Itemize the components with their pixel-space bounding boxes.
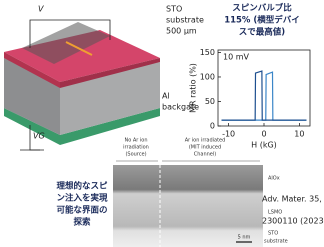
gate-label: Al [162, 92, 170, 101]
layer-label: substrate [264, 239, 288, 245]
x-tick-label: 10 [294, 130, 304, 139]
voltage-label: V [38, 5, 44, 14]
headline: 115% (横型デバイ [224, 15, 300, 26]
caption: ン注入を実現 [56, 193, 108, 204]
substrate-label: STO [166, 5, 182, 14]
y-tick-label: 150 [200, 48, 215, 57]
headline: スで最高値) [239, 27, 286, 38]
x-axis-label: H (kG) [251, 141, 277, 150]
layer-label: AlOx [268, 176, 280, 182]
tem-label: No Ar ion [124, 138, 147, 144]
x-tick-label: -10 [222, 130, 235, 139]
y-axis-label: MR ratio (%) [189, 63, 198, 113]
tem-label: (MIT induced [189, 145, 221, 151]
layer-label: LSMO [268, 210, 282, 216]
y-tick-label: 0 [210, 122, 215, 131]
layer-label: STO [268, 231, 278, 237]
device-diagram: V VG STO substrate 500 μm Al backgate [4, 5, 204, 151]
gate-voltage-label: VG [33, 132, 45, 141]
annotation: 10 mV [223, 53, 250, 62]
substrate-label: substrate [166, 16, 204, 25]
tem-label: (Source) [125, 152, 146, 158]
caption: 理想的なスピ [56, 181, 108, 192]
figure: V VG STO substrate 500 μm Al backgate スピ… [0, 0, 324, 247]
tem-label: Ar ion irradiated [185, 138, 226, 144]
headline: スピンバルブ比 [232, 3, 292, 14]
citation: Adv. Mater. 35, [262, 195, 322, 204]
tem-label: Channel) [194, 152, 217, 158]
y-tick-label: 50 [205, 97, 215, 106]
x-tick-label: 0 [261, 130, 266, 139]
substrate-label: 500 μm [166, 27, 197, 36]
caption: 探索 [73, 217, 91, 228]
tem-label: irradiation [123, 145, 149, 151]
scale-label: 5 nm [238, 235, 251, 241]
citation: 2300110 (2023) [262, 217, 324, 226]
y-tick-label: 100 [200, 72, 215, 81]
caption: 可能な界面の [56, 205, 107, 216]
